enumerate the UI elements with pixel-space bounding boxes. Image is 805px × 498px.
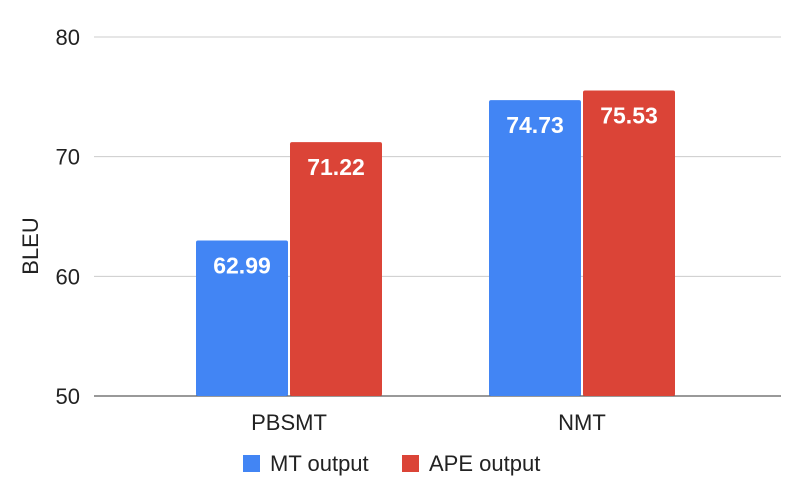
bar-nmt-mt-output	[489, 100, 581, 396]
data-label: 75.53	[600, 102, 658, 128]
data-label: 62.99	[213, 253, 271, 279]
legend-label: APE output	[429, 451, 540, 476]
bar-pbsmt-mt-output	[196, 240, 288, 396]
bars: 62.99 71.22 74.73 75.53	[196, 90, 675, 396]
x-tick-labels: PBSMT NMT	[251, 410, 606, 435]
y-tick-label: 80	[56, 25, 80, 50]
data-label: 71.22	[307, 154, 365, 180]
y-tick-label: 60	[56, 264, 80, 289]
legend-swatch-mt-output	[243, 455, 260, 472]
y-tick-label: 50	[56, 384, 80, 409]
data-label: 74.73	[506, 112, 564, 138]
y-tick-labels: 50 60 70 80	[56, 25, 80, 409]
legend-swatch-ape-output	[402, 455, 419, 472]
legend-label: MT output	[270, 451, 369, 476]
x-tick-label-nmt: NMT	[558, 410, 606, 435]
y-axis-title: BLEU	[18, 217, 43, 274]
bar-pbsmt-ape-output	[290, 142, 382, 396]
legend: MT output APE output	[243, 451, 540, 476]
y-tick-label: 70	[56, 145, 80, 170]
bar-nmt-ape-output	[583, 90, 675, 396]
x-tick-label-pbsmt: PBSMT	[251, 410, 327, 435]
